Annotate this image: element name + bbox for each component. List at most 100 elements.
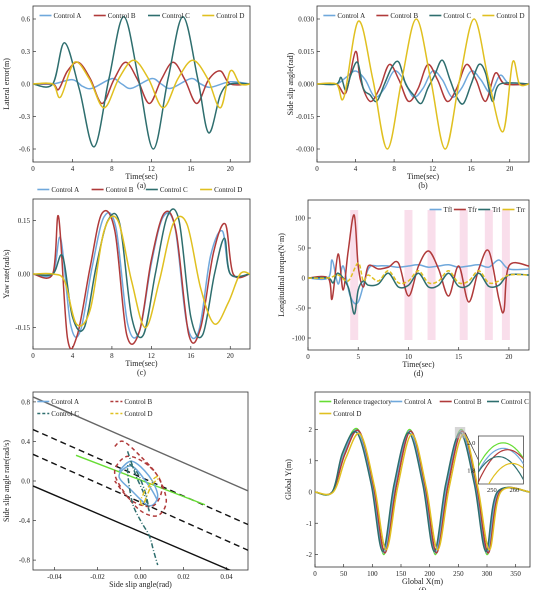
inset-series-line [478, 442, 524, 467]
x-tick-label: 250 [453, 570, 464, 578]
x-axis-label: Side slip angle(rad) [109, 580, 172, 589]
inset-x-tick-label: 260 [510, 487, 520, 494]
boundary-line [75, 454, 206, 506]
x-tick-label: 0 [306, 353, 310, 361]
y-tick-label: 0.0 [21, 478, 30, 486]
legend-label: Control A [337, 12, 365, 20]
panel-caption: (a) [137, 181, 146, 190]
x-tick-label: 4 [71, 352, 75, 360]
series-line [33, 16, 250, 150]
series-line [33, 208, 250, 339]
legend-label: Control B [106, 186, 134, 194]
y-tick-label: 1 [309, 457, 313, 465]
plot-area [308, 210, 529, 340]
y-tick-label: 0.6 [21, 16, 30, 24]
series-line [113, 440, 168, 517]
panel-caption: (b) [418, 181, 428, 190]
series-line [315, 430, 530, 553]
legend-label: Control A [54, 12, 82, 20]
y-axis-label: Yaw rate(rad/s) [2, 249, 11, 299]
legend-label: Control B [108, 12, 136, 20]
y-tick-label: -100 [292, 335, 305, 343]
x-tick-label: 5 [356, 353, 360, 361]
panel-b: 0 4 8 12 16 20 -0.030 -0.015 0.000 0.015 0.030 Time… [286, 5, 530, 190]
y-tick-label: -0.6 [19, 146, 31, 154]
y-tick-label: 50 [298, 245, 306, 253]
x-tick-label: 10 [405, 353, 413, 361]
plot-area [315, 427, 530, 556]
legend-label: Control A [404, 398, 432, 406]
y-tick-label: 0.8 [21, 398, 30, 406]
x-tick-label: 20 [505, 353, 513, 361]
legend-label: Control D [496, 12, 524, 20]
legend-label: Trl [492, 206, 500, 214]
highlight-band [484, 210, 493, 340]
plot-area [317, 18, 529, 150]
x-tick-label: 8 [392, 165, 396, 173]
legend-label: Control A [51, 186, 79, 194]
legend-label: Reference tragectory [333, 398, 392, 406]
panel-f: 0 50 100 150 200 250 300 350 -2 -1 0 1 2 Global X(m) G… [284, 391, 531, 590]
x-tick-label: 50 [340, 570, 348, 578]
x-tick-label: 0.04 [220, 573, 233, 581]
inset-plot-area [478, 442, 524, 484]
y-tick-label: -50 [296, 305, 306, 313]
y-tick-label: 0 [302, 275, 306, 283]
series-line [33, 215, 250, 329]
x-tick-label: 20 [227, 165, 235, 173]
x-tick-label: 16 [468, 165, 476, 173]
panel-d: 0 5 10 15 20 -100 -50 0 50 100 Time(sec) Longitudin… [277, 199, 530, 378]
y-tick-label: 0.3 [21, 48, 30, 56]
series-line [308, 259, 529, 305]
series-line [139, 475, 161, 507]
plot-area [33, 208, 250, 349]
legend-label: Control C [501, 398, 529, 406]
plot-frame [314, 391, 531, 568]
series-line [317, 59, 529, 105]
x-tick-label: 0 [31, 165, 35, 173]
x-tick-label: 4 [354, 165, 358, 173]
x-tick-label: 0 [313, 570, 317, 578]
x-tick-label: 8 [110, 352, 114, 360]
panel-c: 0 4 8 12 16 20 -0.15 0.00 0.15 Time(sec) Yaw rate(… [2, 186, 251, 377]
x-tick-label: -0.04 [47, 573, 62, 581]
y-axis-label: Side slip angle rate(rad/s) [2, 440, 11, 522]
x-tick-label: 0.00 [134, 573, 147, 581]
series-line [317, 18, 529, 150]
x-axis-label: Time(sec) [402, 360, 434, 369]
legend-label: Control A [51, 398, 79, 406]
x-tick-label: 300 [482, 570, 493, 578]
series-line [308, 214, 529, 314]
highlight-band [350, 210, 359, 340]
inset-y-tick-label: 1.8 [467, 467, 475, 474]
y-tick-label: 0.4 [21, 438, 30, 446]
x-tick-label: 200 [424, 570, 435, 578]
highlight-band [404, 210, 413, 340]
x-tick-label: 0 [315, 165, 319, 173]
x-tick-label: 16 [187, 165, 195, 173]
legend-label: Tfr [468, 206, 478, 214]
plot-area [33, 16, 250, 150]
y-tick-label: -1 [306, 520, 312, 528]
x-tick-label: -0.02 [90, 573, 105, 581]
x-tick-label: 20 [506, 165, 514, 173]
panel-a: 0 4 8 12 16 20 -0.6 -0.3 0.0 0.3 0.6 Time(sec) Later… [2, 5, 251, 190]
y-tick-label: 0.030 [298, 16, 314, 24]
inset-series-line [478, 449, 524, 483]
x-tick-label: 0.02 [177, 573, 190, 581]
y-tick-label: 100 [295, 215, 306, 223]
y-tick-label: -0.4 [19, 517, 31, 525]
series-line [308, 272, 529, 315]
panel-caption: (c) [137, 368, 146, 377]
y-axis-label: Longitudinal torque(N·m) [277, 233, 286, 317]
x-tick-label: 12 [148, 165, 156, 173]
panel-e: -0.04 -0.02 0.00 0.02 0.04 -0.8 -0.4 0.0 0.4 0.8 S… [2, 391, 249, 590]
plot-area [33, 396, 248, 570]
inset-series-line [478, 447, 524, 472]
zoom-box [454, 427, 466, 439]
y-axis-label: Global Y(m) [284, 459, 293, 500]
x-tick-label: 4 [71, 165, 75, 173]
y-axis-label: Lateral error(m) [2, 58, 11, 110]
y-tick-label: -0.015 [296, 113, 315, 121]
